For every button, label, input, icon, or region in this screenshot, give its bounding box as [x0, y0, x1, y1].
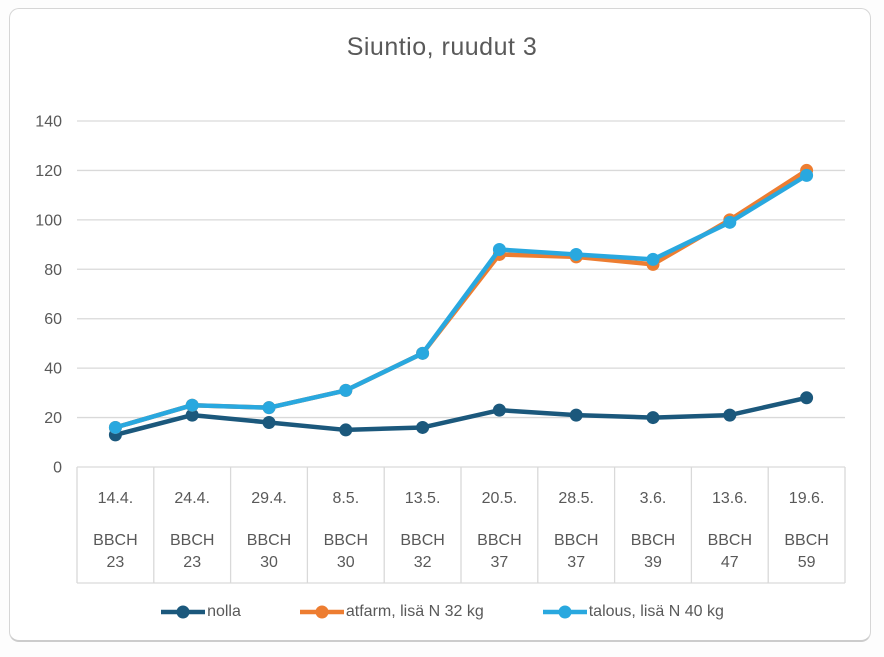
category-bbch-label: BBCH	[477, 532, 521, 549]
category-bbch-value: 47	[721, 554, 739, 571]
legend-label-nolla: nolla	[207, 603, 241, 620]
data-point	[646, 411, 660, 425]
category-date: 14.4.	[98, 490, 134, 507]
category-cell: 28.5. BBCH 37	[554, 490, 598, 571]
data-point	[262, 401, 276, 415]
legend-item-talous: talous, lisä N 40 kg	[542, 603, 724, 621]
category-bbch-value: 37	[491, 554, 509, 571]
category-date: 13.6.	[712, 490, 748, 507]
data-point	[185, 408, 199, 422]
category-cell: 20.5. BBCH 37	[477, 490, 521, 571]
y-axis-tick-label: 20	[44, 410, 62, 427]
category-cell: 3.6. BBCH 39	[631, 490, 675, 571]
legend-item-nolla: nolla	[160, 603, 241, 621]
data-point	[108, 420, 122, 434]
chart-card	[9, 8, 871, 642]
series-talous	[108, 168, 814, 434]
category-bbch-label: BBCH	[631, 532, 675, 549]
data-point	[723, 215, 737, 229]
category-date: 24.4.	[174, 490, 210, 507]
category-bbch-label: BBCH	[708, 532, 752, 549]
y-axis-tick-label: 0	[53, 460, 62, 477]
data-point	[569, 408, 583, 422]
data-point	[416, 420, 430, 434]
data-point	[646, 252, 660, 266]
category-cell: 14.4. BBCH 23	[93, 490, 137, 571]
y-axis-tick-label: 40	[44, 361, 62, 378]
category-cell: 19.6. BBCH 59	[784, 490, 828, 571]
legend-label-atfarm: atfarm, lisä N 32 kg	[345, 603, 484, 620]
category-bbch-value: 30	[260, 554, 278, 571]
category-bbch-label: BBCH	[93, 532, 137, 549]
category-bbch-value: 39	[644, 554, 662, 571]
category-bbch-value: 59	[798, 554, 816, 571]
data-point	[800, 391, 814, 405]
category-cell: 13.5. BBCH 32	[400, 490, 444, 571]
y-axis-tick-label: 100	[35, 212, 62, 229]
data-point	[492, 403, 506, 417]
category-bbch-label: BBCH	[784, 532, 828, 549]
chart-legend: nolla atfarm, lisä N 32 kg talous, lisä …	[0, 592, 884, 632]
data-point	[492, 243, 506, 257]
legend-marker-nolla	[161, 605, 206, 619]
category-cell: 24.4. BBCH 23	[170, 490, 214, 571]
legend-item-atfarm: atfarm, lisä N 32 kg	[299, 603, 484, 621]
legend-marker-atfarm	[299, 605, 344, 619]
data-point	[800, 168, 814, 182]
category-cell: 8.5. BBCH 30	[324, 490, 368, 571]
series-line	[113, 395, 809, 438]
chart-title: Siuntio, ruudut 3	[346, 33, 538, 61]
data-point	[569, 247, 583, 261]
category-date: 13.5.	[405, 490, 441, 507]
category-bbch-label: BBCH	[247, 532, 291, 549]
y-axis-tick-label: 80	[44, 262, 62, 279]
y-axis-tick-label: 120	[35, 163, 62, 180]
category-bbch-value: 30	[337, 554, 355, 571]
category-bbch-value: 32	[414, 554, 432, 571]
y-axis-tick-label: 140	[35, 114, 62, 131]
data-point	[339, 423, 353, 437]
category-date: 8.5.	[332, 490, 359, 507]
category-date: 28.5.	[558, 490, 594, 507]
data-point	[262, 416, 276, 430]
category-bbch-label: BBCH	[554, 532, 598, 549]
series-line	[113, 173, 809, 430]
data-point	[339, 383, 353, 397]
legend-label-talous: talous, lisä N 40 kg	[588, 603, 724, 620]
series-nolla	[108, 391, 814, 442]
y-axis-tick-label: 60	[44, 311, 62, 328]
category-cell: 29.4. BBCH 30	[247, 490, 291, 571]
category-date: 20.5.	[482, 490, 518, 507]
category-bbch-label: BBCH	[170, 532, 214, 549]
legend-marker-talous	[542, 605, 587, 619]
category-bbch-label: BBCH	[400, 532, 444, 549]
category-bbch-value: 23	[107, 554, 125, 571]
category-bbch-value: 37	[567, 554, 585, 571]
category-cell: 13.6. BBCH 47	[708, 490, 752, 571]
category-bbch-label: BBCH	[324, 532, 368, 549]
category-date: 19.6.	[789, 490, 825, 507]
category-bbch-value: 23	[183, 554, 201, 571]
data-point	[416, 346, 430, 360]
category-date: 3.6.	[640, 490, 667, 507]
data-point	[723, 408, 737, 422]
category-date: 29.4.	[251, 490, 287, 507]
data-point	[185, 398, 199, 412]
